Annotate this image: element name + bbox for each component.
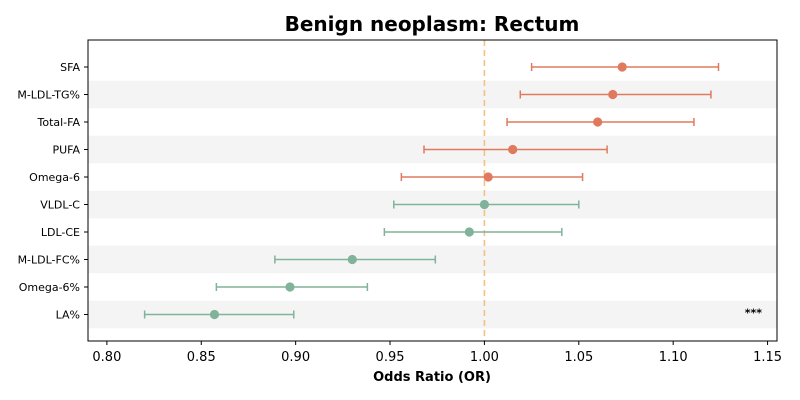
point-estimates xyxy=(209,62,627,320)
y-tick-label: VLDL-C xyxy=(40,199,80,212)
y-tick-label: M-LDL-FC% xyxy=(18,254,80,267)
x-tick-label: 1.10 xyxy=(659,350,688,365)
x-axis-ticks: 0.80 0.85 0.90 0.95 1.00 1.05 1.10 1.15 xyxy=(92,341,782,365)
x-tick-label: 0.95 xyxy=(376,350,405,365)
point-sfa xyxy=(617,62,627,72)
y-tick-label: LDL-CE xyxy=(41,226,80,239)
error-bar-la- xyxy=(143,310,295,319)
point-la- xyxy=(209,309,220,320)
x-tick-label: 1.15 xyxy=(753,350,782,365)
y-tick-label: Total-FA xyxy=(36,116,80,129)
y-axis-ticks: SFA M-LDL-TG% Total-FA PUFA Omega-6 VLDL-C LDL… xyxy=(17,61,88,322)
point-ldl-ce xyxy=(464,227,474,237)
y-tick-label: LA% xyxy=(56,309,80,322)
point-omega-6- xyxy=(285,282,295,292)
x-tick-label: 0.85 xyxy=(187,350,216,365)
x-axis-label: Odds Ratio (OR) xyxy=(373,370,491,385)
point-omega-6 xyxy=(483,172,493,182)
y-tick-label: SFA xyxy=(60,61,80,74)
x-tick-label: 1.00 xyxy=(470,350,499,365)
point-vldl-c xyxy=(479,199,490,210)
plot-frame xyxy=(87,39,778,342)
chart-title: Benign neoplasm: Rectum xyxy=(285,12,580,36)
y-tick-label: Omega-6 xyxy=(29,171,80,184)
y-tick-label: M-LDL-TG% xyxy=(17,89,80,102)
point-pufa xyxy=(508,144,518,155)
x-tick-label: 0.90 xyxy=(281,350,310,365)
x-tick-label: 1.05 xyxy=(564,350,593,365)
y-tick-label: Omega-6% xyxy=(19,281,80,294)
annotations: *** xyxy=(745,307,763,320)
x-tick-label: 0.80 xyxy=(92,350,121,365)
point-m-ldl-tg- xyxy=(608,89,618,100)
significance-annotation: *** xyxy=(745,307,763,320)
point-m-ldl-fc- xyxy=(347,254,357,265)
y-tick-label: PUFA xyxy=(52,144,80,157)
point-total-fa xyxy=(593,117,603,127)
